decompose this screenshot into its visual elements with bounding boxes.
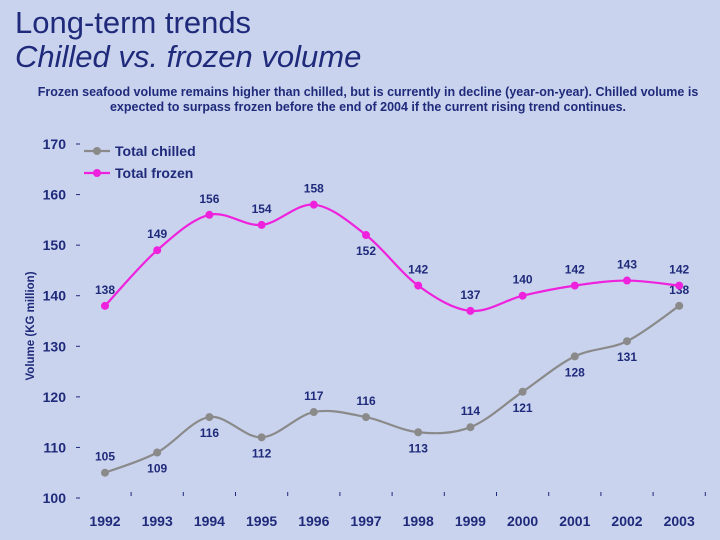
- data-label-total-frozen-1993: 149: [147, 227, 167, 241]
- x-tick-label-1999: 1999: [455, 513, 486, 529]
- y-tick-label-130: 130: [43, 338, 67, 354]
- data-label-total-chilled-1999: 114: [461, 404, 481, 418]
- data-point-total-chilled-1998: [414, 428, 423, 437]
- y-tick-label-100: 100: [43, 490, 67, 506]
- series-line-total-chilled: [104, 304, 680, 474]
- x-tick-label-2001: 2001: [559, 513, 590, 529]
- x-tick-label-1992: 1992: [89, 513, 120, 529]
- data-point-total-frozen-2000: [518, 291, 527, 300]
- data-label-total-chilled-1995: 112: [252, 446, 272, 460]
- data-point-total-chilled-1995: [257, 433, 266, 442]
- legend-label-total-chilled: Total chilled: [115, 143, 196, 159]
- data-label-total-chilled-1992: 105: [95, 450, 115, 464]
- data-label-total-frozen-1995: 154: [252, 202, 272, 216]
- data-label-total-chilled-2001: 128: [565, 365, 585, 379]
- series-line-total-frozen: [104, 203, 680, 312]
- x-tick-label-1997: 1997: [350, 513, 381, 529]
- data-point-total-chilled-1992: [101, 468, 109, 477]
- data-label-total-chilled-1996: 117: [304, 389, 324, 403]
- data-label-total-frozen-1999: 137: [460, 288, 480, 302]
- data-label-total-chilled-1997: 116: [356, 394, 376, 408]
- data-label-total-frozen-1996: 158: [304, 182, 324, 196]
- y-tick-label-160: 160: [43, 187, 67, 203]
- y-axis-label: Volume (KG million): [25, 271, 37, 380]
- data-label-total-chilled-2000: 121: [513, 401, 533, 415]
- y-tick-label-170: 170: [43, 136, 67, 152]
- data-label-total-chilled-2003: 138: [669, 283, 689, 297]
- data-label-total-frozen-1997: 152: [356, 244, 376, 258]
- x-tick-label-2000: 2000: [507, 513, 538, 529]
- data-label-total-frozen-2003: 142: [669, 263, 689, 277]
- data-label-total-frozen-2002: 143: [617, 258, 637, 272]
- data-label-total-frozen-2001: 142: [565, 263, 585, 277]
- y-tick-label-120: 120: [43, 389, 67, 405]
- data-point-total-frozen-1997: [362, 231, 370, 240]
- page-title: Long-term trends: [15, 5, 252, 40]
- data-label-total-frozen-1994: 156: [199, 192, 219, 206]
- data-point-total-frozen-2002: [623, 276, 631, 285]
- legend-marker-total-chilled: [93, 147, 101, 155]
- data-label-total-frozen-2000: 140: [513, 273, 533, 287]
- y-tick-label-140: 140: [43, 288, 67, 304]
- data-point-total-chilled-1996: [309, 408, 318, 417]
- x-tick-label-1996: 1996: [298, 513, 329, 529]
- data-point-total-frozen-1995: [257, 220, 266, 229]
- data-label-total-chilled-1994: 116: [200, 426, 220, 440]
- data-point-total-frozen-1996: [309, 200, 318, 209]
- x-tick-label-1993: 1993: [142, 513, 173, 529]
- data-point-total-frozen-1999: [466, 306, 475, 315]
- chart-description: Frozen seafood volume remains higher tha…: [37, 85, 699, 114]
- data-point-total-chilled-2000: [518, 387, 527, 396]
- data-point-total-chilled-1997: [362, 413, 370, 422]
- data-label-total-frozen-1992: 138: [95, 283, 115, 297]
- x-tick-label-1995: 1995: [246, 513, 277, 529]
- data-point-total-chilled-1993: [153, 448, 162, 457]
- data-label-total-chilled-1993: 109: [147, 461, 167, 475]
- data-label-total-chilled-2002: 131: [617, 350, 637, 364]
- legend-marker-total-frozen: [93, 169, 101, 177]
- data-point-total-chilled-2003: [675, 301, 684, 310]
- data-point-total-frozen-2003: [675, 281, 684, 290]
- legend-label-total-frozen: Total frozen: [115, 165, 193, 181]
- x-tick-label-2003: 2003: [664, 513, 695, 529]
- page-subtitle: Chilled vs. frozen volume: [15, 39, 362, 74]
- data-point-total-frozen-2001: [570, 281, 579, 290]
- data-point-total-frozen-1993: [153, 246, 162, 255]
- data-point-total-frozen-1992: [101, 301, 109, 310]
- data-point-total-chilled-1999: [466, 423, 475, 432]
- data-point-total-chilled-1994: [205, 413, 214, 422]
- data-label-total-chilled-1998: 113: [409, 441, 429, 455]
- data-point-total-frozen-1998: [414, 281, 423, 290]
- data-point-total-chilled-2002: [623, 337, 631, 346]
- y-tick-label-110: 110: [43, 439, 66, 455]
- x-tick-label-1998: 1998: [403, 513, 434, 529]
- x-tick-label-1994: 1994: [194, 513, 225, 529]
- x-tick-label-2002: 2002: [611, 513, 642, 529]
- y-tick-label-150: 150: [43, 237, 67, 253]
- data-point-total-frozen-1994: [205, 210, 214, 219]
- data-point-total-chilled-2001: [570, 352, 579, 361]
- data-label-total-frozen-1998: 142: [408, 263, 428, 277]
